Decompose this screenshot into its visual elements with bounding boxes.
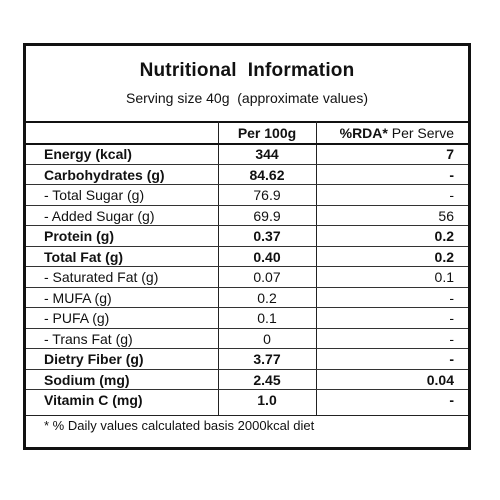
table-row: Sodium (mg) 2.45 0.04 — [26, 370, 468, 390]
table-row: Dietry Fiber (g) 3.77 - — [26, 349, 468, 370]
rda-per-serve-value: 0.1 — [434, 269, 454, 285]
table-row: - Trans Fat (g) 0 - — [26, 329, 468, 349]
column-divider-1 — [218, 121, 219, 415]
header-divider — [26, 143, 468, 145]
rda-header-bold: %RDA* — [339, 125, 388, 141]
per-100g-value: 2.45 — [253, 371, 281, 388]
nutrient-rows: Energy (kcal) 344 7 Carbohydrates (g) 84.62 -… — [26, 144, 468, 411]
nutrition-panel: Nutritional Information Serving size 40g… — [23, 43, 471, 450]
rda-header-rest: Per Serve — [387, 125, 454, 141]
nutrient-label: Protein (g) — [44, 228, 114, 244]
table-row: Vitamin C (mg) 1.0 - — [26, 390, 468, 411]
nutrient-label: Energy (kcal) — [44, 146, 132, 162]
table-row: - Saturated Fat (g) 0.07 0.1 — [26, 267, 468, 288]
title-divider — [26, 121, 468, 123]
rda-per-serve-value: - — [449, 351, 454, 367]
rda-per-serve-value: 0.2 — [434, 248, 454, 265]
table-row: Total Fat (g) 0.40 0.2 — [26, 247, 468, 267]
nutrient-label: - Saturated Fat (g) — [44, 269, 159, 285]
per-100g-value: 0.1 — [257, 310, 277, 326]
table-row: - Total Sugar (g) 76.9 - — [26, 185, 468, 206]
rda-per-serve-value: - — [449, 310, 454, 326]
serving-size-text: Serving size 40g (approximate values) — [125, 90, 368, 106]
rda-per-serve-value: 56 — [438, 207, 454, 224]
per-100g-value: 0 — [263, 330, 271, 347]
nutrient-label: Carbohydrates (g) — [44, 166, 165, 183]
rda-per-serve-header: %RDA* Per Serve — [340, 124, 454, 142]
table-row: - Added Sugar (g) 69.9 56 — [26, 206, 468, 226]
per-100g-value: 0.40 — [253, 248, 281, 265]
table-row: Energy (kcal) 344 7 — [26, 144, 468, 165]
nutrient-label: - Total Sugar (g) — [44, 187, 145, 203]
rda-per-serve-value: - — [449, 289, 454, 306]
per-100g-value: 1.0 — [257, 392, 277, 408]
nutrient-label: Total Fat (g) — [44, 248, 124, 265]
rda-per-serve-value: 7 — [446, 146, 454, 162]
rda-per-serve-value: - — [449, 187, 454, 203]
nutrient-label: - MUFA (g) — [44, 289, 112, 306]
per-100g-value: 3.77 — [253, 351, 281, 367]
nutrient-label: Vitamin C (mg) — [44, 392, 143, 408]
per-100g-value: 69.9 — [253, 207, 281, 224]
rda-per-serve-value: 0.2 — [434, 228, 454, 244]
nutrient-label: - Trans Fat (g) — [44, 330, 133, 347]
nutrient-label: - PUFA (g) — [44, 310, 110, 326]
rda-per-serve-value: - — [449, 330, 454, 347]
table-row: - PUFA (g) 0.1 - — [26, 308, 468, 329]
per-100g-header: Per 100g — [237, 125, 297, 141]
footnote-text: * % Daily values calculated basis 2000kc… — [44, 418, 315, 433]
column-divider-2 — [316, 121, 317, 415]
per-100g-value: 84.62 — [249, 166, 285, 183]
rda-per-serve-value: 0.04 — [426, 371, 454, 388]
per-100g-value: 0.07 — [253, 269, 281, 285]
panel-title: Nutritional Information — [139, 60, 355, 81]
per-100g-value: 0.37 — [253, 228, 281, 244]
nutrient-label: Sodium (mg) — [44, 371, 130, 388]
table-row: - MUFA (g) 0.2 - — [26, 288, 468, 308]
nutrient-label: - Added Sugar (g) — [44, 207, 155, 224]
nutrient-label: Dietry Fiber (g) — [44, 351, 144, 367]
table-row: Carbohydrates (g) 84.62 - — [26, 165, 468, 185]
rda-per-serve-value: - — [449, 392, 454, 408]
per-100g-value: 76.9 — [253, 187, 281, 203]
table-row: Protein (g) 0.37 0.2 — [26, 226, 468, 247]
rda-per-serve-value: - — [449, 166, 454, 183]
per-100g-value: 0.2 — [257, 289, 277, 306]
footer-divider — [26, 415, 468, 416]
per-100g-value: 344 — [255, 146, 279, 162]
